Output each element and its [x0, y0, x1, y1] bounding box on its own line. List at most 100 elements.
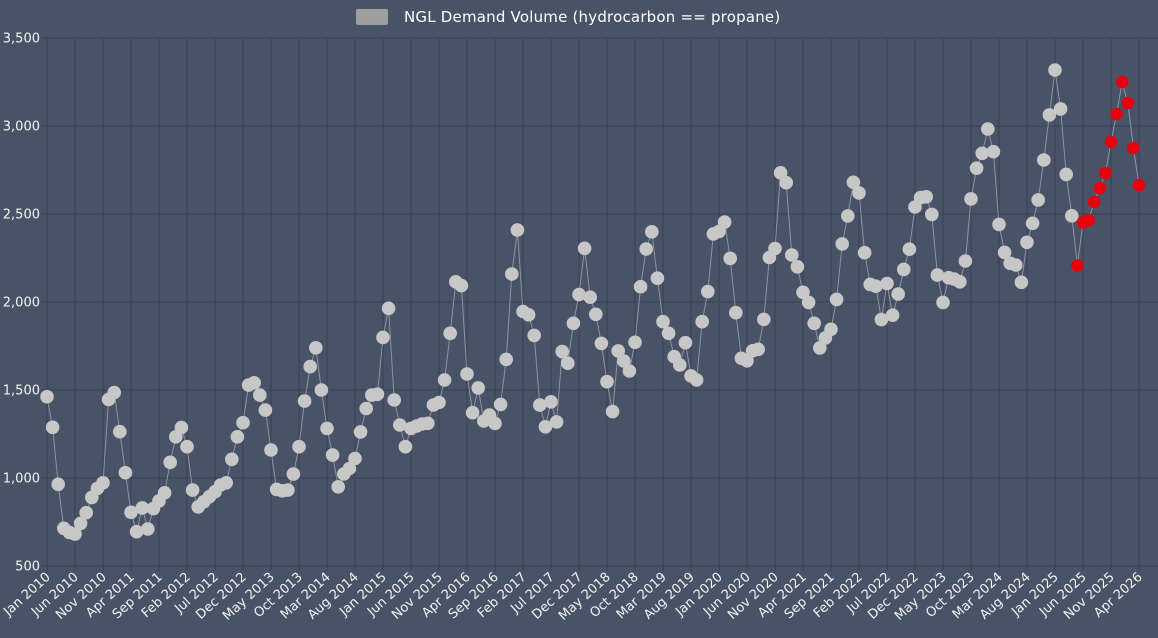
data-point — [930, 268, 945, 282]
forecast-point — [1087, 195, 1101, 209]
data-point — [79, 505, 93, 520]
data-point — [617, 354, 631, 368]
data-point — [751, 342, 765, 357]
data-point — [981, 122, 995, 136]
data-point — [107, 385, 121, 400]
data-point — [958, 254, 973, 268]
data-point — [661, 326, 676, 341]
data-point — [768, 241, 782, 256]
data-point — [919, 190, 933, 204]
data-point — [247, 376, 261, 390]
data-point — [381, 301, 396, 316]
data-point — [997, 245, 1012, 260]
forecast-point — [1132, 178, 1146, 192]
forecast-point — [1099, 166, 1112, 180]
forecast-point — [1071, 259, 1084, 272]
data-point — [622, 364, 637, 378]
data-point — [113, 424, 127, 439]
data-point — [572, 287, 586, 302]
data-point — [135, 501, 149, 515]
data-point — [258, 403, 273, 417]
data-point — [527, 328, 541, 343]
data-point — [1031, 193, 1045, 207]
data-point — [897, 262, 911, 277]
data-point — [723, 251, 737, 266]
legend-label: NGL Demand Volume (hydrocarbon == propan… — [404, 8, 781, 26]
data-point — [219, 476, 233, 490]
data-point — [852, 186, 866, 200]
data-point — [1053, 102, 1068, 116]
data-point — [252, 388, 267, 402]
data-point — [628, 335, 642, 350]
forecast-point — [1104, 135, 1118, 149]
data-point — [180, 439, 194, 454]
data-point — [645, 225, 659, 239]
data-point — [359, 401, 374, 416]
data-point — [398, 439, 413, 454]
data-point — [286, 467, 301, 481]
y-tick-label: 500 — [15, 560, 40, 575]
data-point — [309, 341, 323, 355]
data-point — [953, 275, 967, 289]
data-point — [185, 483, 200, 497]
data-point — [1048, 63, 1062, 77]
data-point — [885, 308, 900, 323]
data-point — [880, 276, 894, 291]
data-point — [73, 516, 88, 531]
data-point — [499, 352, 513, 367]
data-point — [566, 316, 581, 331]
forecast-point — [1127, 141, 1140, 155]
data-point — [785, 248, 799, 262]
data-point — [303, 359, 318, 374]
forecast-point — [1115, 75, 1129, 89]
y-tick-label: 1,500 — [3, 384, 40, 399]
forecast-points — [1071, 75, 1146, 272]
data-point — [594, 336, 609, 351]
data-point — [314, 383, 329, 397]
data-point — [236, 415, 250, 430]
data-point — [801, 295, 816, 310]
chart-legend: NGL Demand Volume (hydrocarbon == propan… — [356, 8, 780, 26]
data-point — [936, 295, 950, 310]
data-point — [1014, 275, 1029, 290]
data-point — [964, 192, 978, 206]
data-point — [353, 425, 368, 439]
data-point — [717, 215, 732, 229]
forecast-point — [1110, 107, 1123, 121]
data-point — [454, 278, 469, 293]
data-point — [549, 415, 564, 429]
data-point — [96, 476, 110, 490]
data-point — [869, 279, 883, 294]
data-point — [639, 242, 653, 256]
data-point — [577, 241, 592, 256]
data-point — [740, 354, 754, 368]
y-tick-label: 2,000 — [3, 296, 40, 311]
data-point — [393, 418, 407, 432]
data-point — [51, 477, 65, 492]
data-point — [281, 483, 295, 497]
data-point — [611, 344, 625, 358]
data-point — [650, 271, 665, 286]
data-point — [633, 279, 648, 294]
data-point — [813, 341, 827, 355]
data-point — [1042, 108, 1057, 122]
data-point — [538, 420, 553, 434]
data-point — [521, 308, 536, 322]
data-point — [510, 223, 525, 237]
data-point — [493, 397, 508, 412]
data-point — [342, 461, 357, 476]
data-point — [68, 527, 82, 541]
data-point — [835, 237, 849, 251]
data-point — [421, 416, 435, 431]
data-point — [331, 480, 346, 494]
data-point — [925, 207, 939, 222]
y-tick-label: 1,000 — [3, 472, 40, 487]
data-point — [829, 292, 844, 307]
data-point — [533, 398, 547, 412]
data-point — [1037, 153, 1051, 167]
data-point — [1065, 209, 1079, 223]
data-point — [600, 374, 614, 389]
legend-swatch — [356, 9, 388, 25]
